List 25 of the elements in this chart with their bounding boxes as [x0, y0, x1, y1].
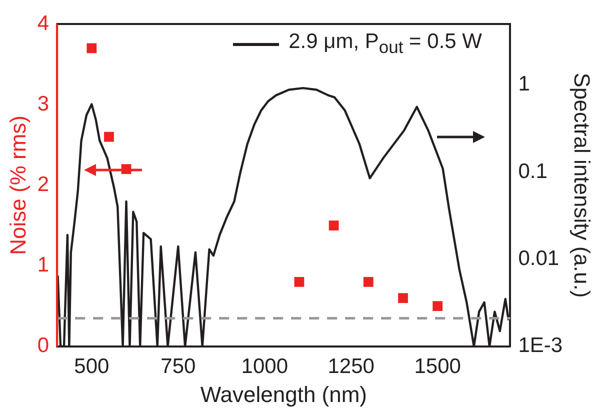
y2-tick-label: 1	[518, 72, 530, 96]
legend-label: 2.9 μm, P$_{out}$ = 0.5 W	[288, 30, 482, 58]
point	[86, 43, 97, 54]
x-tick-label: 1000	[241, 354, 288, 378]
y-tick-label: 3	[37, 92, 50, 116]
point	[432, 301, 443, 312]
point	[104, 132, 114, 142]
y-tick-label: 2	[37, 172, 50, 196]
y2-tick-label: 0.1	[518, 160, 548, 183]
y2-axis-title: Spectral intensity (a.u.)	[570, 72, 595, 298]
y-axis-title: Noise (% rms)	[5, 116, 30, 255]
y2-tick-label: 0.01	[518, 247, 560, 270]
x-axis-title: Wavelength (nm)	[200, 382, 368, 407]
x-tick-label: 500	[74, 354, 110, 378]
y-tick-label: 0	[37, 334, 50, 358]
x-tick-label: 750	[160, 354, 196, 378]
y-tick-label: 1	[37, 254, 50, 277]
point	[294, 276, 304, 287]
y-tick-label: 4	[37, 12, 50, 35]
y2-tick-label: 1E-3	[518, 334, 563, 358]
x-tick-label: 1250	[328, 354, 374, 378]
point	[328, 220, 339, 230]
x-tick-label: 1500	[414, 354, 461, 378]
point	[363, 276, 374, 287]
point	[398, 293, 408, 303]
